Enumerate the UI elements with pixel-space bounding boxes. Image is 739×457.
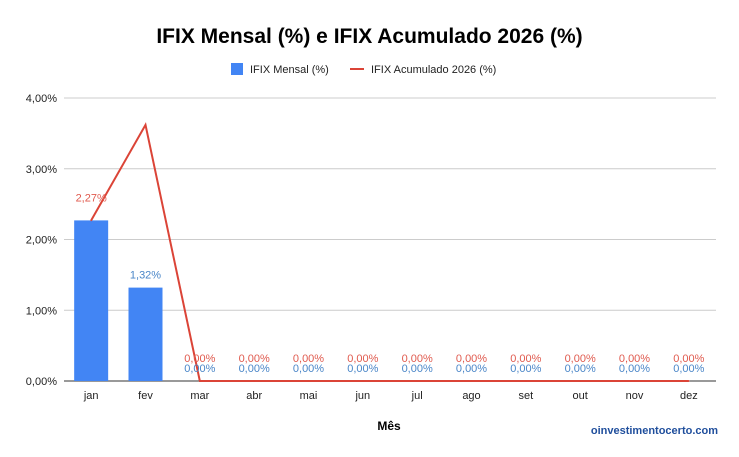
line-acumulado [90,122,689,382]
bar-data-label: 0,00% [673,363,704,375]
line-data-label: 0,00% [293,353,324,365]
y-tick-label: 2,00% [26,235,57,247]
watermark[interactable]: oinvestimentocerto.com [591,425,718,437]
x-tick-label: out [573,390,588,402]
x-tick-label: jun [354,390,370,402]
line-data-label: 2,27% [76,192,107,204]
legend-swatch-mensal [231,63,243,75]
x-tick-label: mai [300,390,318,402]
line-point-abr [253,380,255,382]
line-data-label: 0,00% [565,353,596,365]
bar-fev [128,287,163,381]
bar-series [74,220,163,381]
legend-label-acumulado: IFIX Acumulado 2026 (%) [371,64,496,76]
y-tick-label: 3,00% [26,164,57,176]
line-point-jul [416,380,418,382]
line-series [90,122,690,382]
line-point-nov [633,380,636,382]
x-tick-label: nov [626,390,644,402]
chart-title: IFIX Mensal (%) e IFIX Acumulado 2026 (%… [156,25,582,48]
line-point-jun [362,380,364,382]
bar-jan [74,220,109,381]
y-tick-label: 1,00% [26,305,57,317]
x-axis-ticks: jan fev mar abr mai jun jul ago set out nov dez [83,390,698,402]
x-tick-label: dez [680,390,698,402]
line-data-label: 0,00% [510,353,541,365]
line-point-jan [90,219,92,222]
bar-data-label: 0,00% [184,363,215,375]
line-data-label: 0,00% [239,353,270,365]
line-point-dez [688,380,690,382]
y-tick-label: 4,00% [26,93,57,105]
line-point-set [525,380,527,382]
bar-data-label: 0,00% [565,363,596,375]
line-point-ago [470,380,473,382]
line-point-mai [307,380,310,382]
y-axis-ticks: 0,00% 1,00% 2,00% 3,00% 4,00% [26,93,57,388]
x-tick-label: ago [462,390,480,402]
line-data-label: 0,00% [673,353,704,365]
y-tick-label: 0,00% [26,376,57,388]
data-labels: 1,32%0,00% 0,00% 0,00% 0,00% 0,00% 0,00% 0,00%… [76,192,705,375]
bar-data-label: 0,00% [347,363,378,375]
x-axis-label: Mês [377,419,401,433]
x-tick-label: set [518,390,533,402]
line-point-mar [199,380,201,382]
line-point-fev [144,124,147,126]
line-data-label: 0,00% [402,353,433,365]
x-tick-label: jan [83,390,99,402]
bar-data-label: 0,00% [293,363,324,375]
x-tick-label: mar [190,390,209,402]
x-tick-label: abr [246,390,262,402]
bar-data-label: 0,00% [619,363,650,375]
legend-label-mensal: IFIX Mensal (%) [250,64,329,76]
x-tick-label: jul [411,390,423,402]
bar-data-label: 0,00% [239,363,270,375]
legend: IFIX Mensal (%) IFIX Acumulado 2026 (%) [231,63,496,76]
gridlines [64,97,716,382]
bar-data-label: 0,00% [402,363,433,375]
line-data-label: 0,00% [184,353,215,365]
bar-data-label: 0,00% [510,363,541,375]
line-data-label: 0,00% [619,353,650,365]
bar-data-label: 0,00% [456,363,487,375]
bar-data-label: 1,32% [130,270,161,282]
line-point-out [579,380,581,382]
line-data-label: 0,00% [347,353,378,365]
line-data-label: 0,00% [456,353,487,365]
x-tick-label: fev [138,390,153,402]
